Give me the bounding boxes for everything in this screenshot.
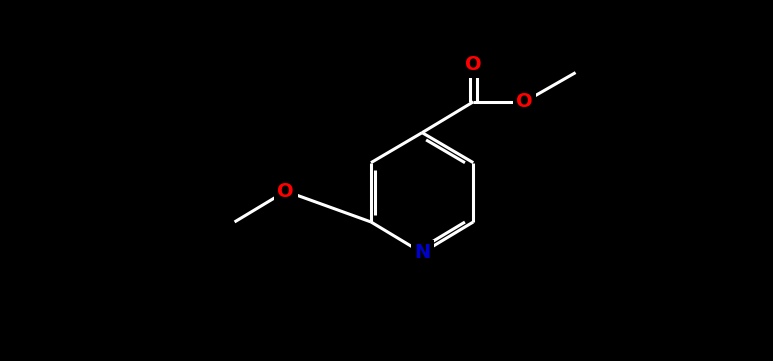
Text: O: O: [278, 182, 294, 201]
Text: O: O: [465, 55, 482, 74]
Text: O: O: [516, 92, 533, 111]
Text: N: N: [414, 243, 431, 262]
